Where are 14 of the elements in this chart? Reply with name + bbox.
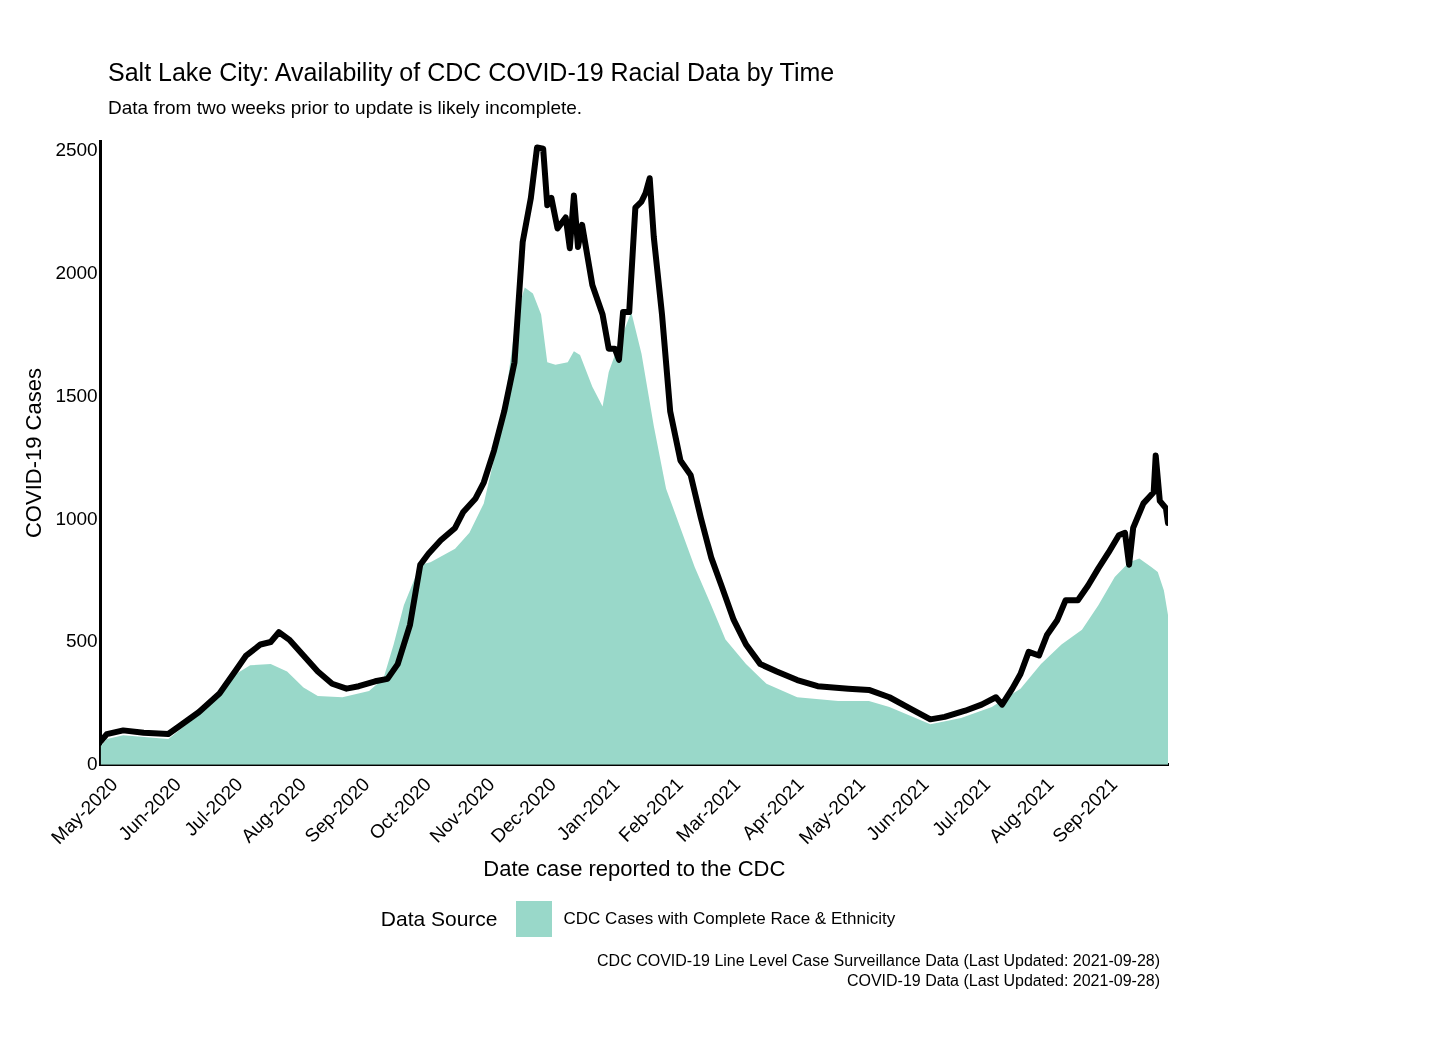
y-tick-label: 2000 bbox=[55, 262, 98, 284]
y-tick-label: 0 bbox=[87, 752, 98, 774]
y-axis-title: COVID-19 Cases bbox=[21, 368, 47, 539]
y-tick-label: 2500 bbox=[55, 139, 98, 161]
legend-label: CDC Cases with Complete Race & Ethnicity bbox=[563, 909, 896, 929]
chart-title: Salt Lake City: Availability of CDC COVID-19 Racial Data by Time bbox=[108, 58, 836, 87]
y-tick-label: 1000 bbox=[55, 507, 98, 529]
text: CDC COVID-19 Line Level Case Surveillance Data (Last Updated: 2021-09-28) bbox=[596, 951, 1160, 971]
y-tick-label: 1500 bbox=[55, 384, 98, 406]
chart-subtitle: Data from two weeks prior to update is likely incomplete. bbox=[108, 97, 584, 119]
y-tick-label: 500 bbox=[65, 630, 98, 652]
text: COVID-19 Data (Last Updated: 2021-09-28) bbox=[845, 971, 1160, 991]
legend-title: Data Source bbox=[380, 907, 498, 931]
x-axis-title: Date case reported to the CDC bbox=[483, 855, 786, 881]
